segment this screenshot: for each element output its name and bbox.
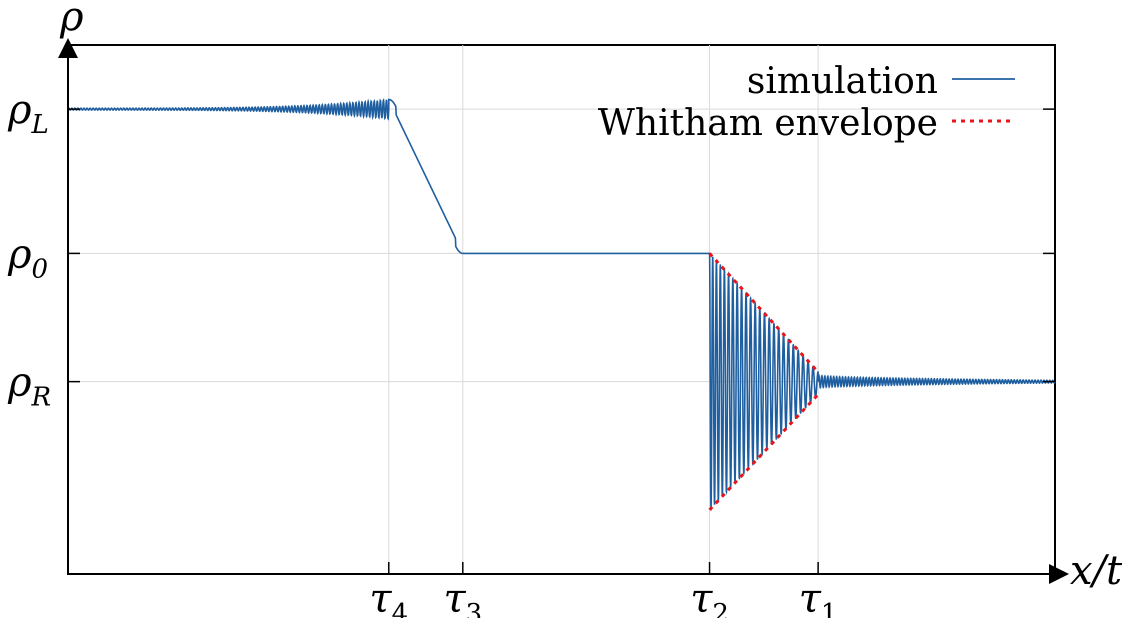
y-tick-label: ρR bbox=[7, 360, 51, 413]
legend-label-simulation: simulation bbox=[747, 61, 938, 102]
x-tick-label: τ4 bbox=[369, 576, 408, 618]
y-tick-label: ρL bbox=[7, 87, 49, 140]
x-tick-label: τ1 bbox=[799, 576, 838, 618]
y-axis-label: ρ bbox=[59, 0, 84, 40]
legend: simulation Whitham envelope bbox=[598, 61, 1015, 144]
legend-label-whitham-envelope: Whitham envelope bbox=[598, 103, 938, 144]
y-tick-label: ρ0 bbox=[7, 231, 48, 284]
x-axis-label: x/t bbox=[1070, 548, 1123, 594]
series-simulation-line bbox=[67, 97, 1056, 511]
x-tick-label: τ2 bbox=[690, 576, 729, 618]
x-tick-label: τ3 bbox=[443, 576, 482, 618]
